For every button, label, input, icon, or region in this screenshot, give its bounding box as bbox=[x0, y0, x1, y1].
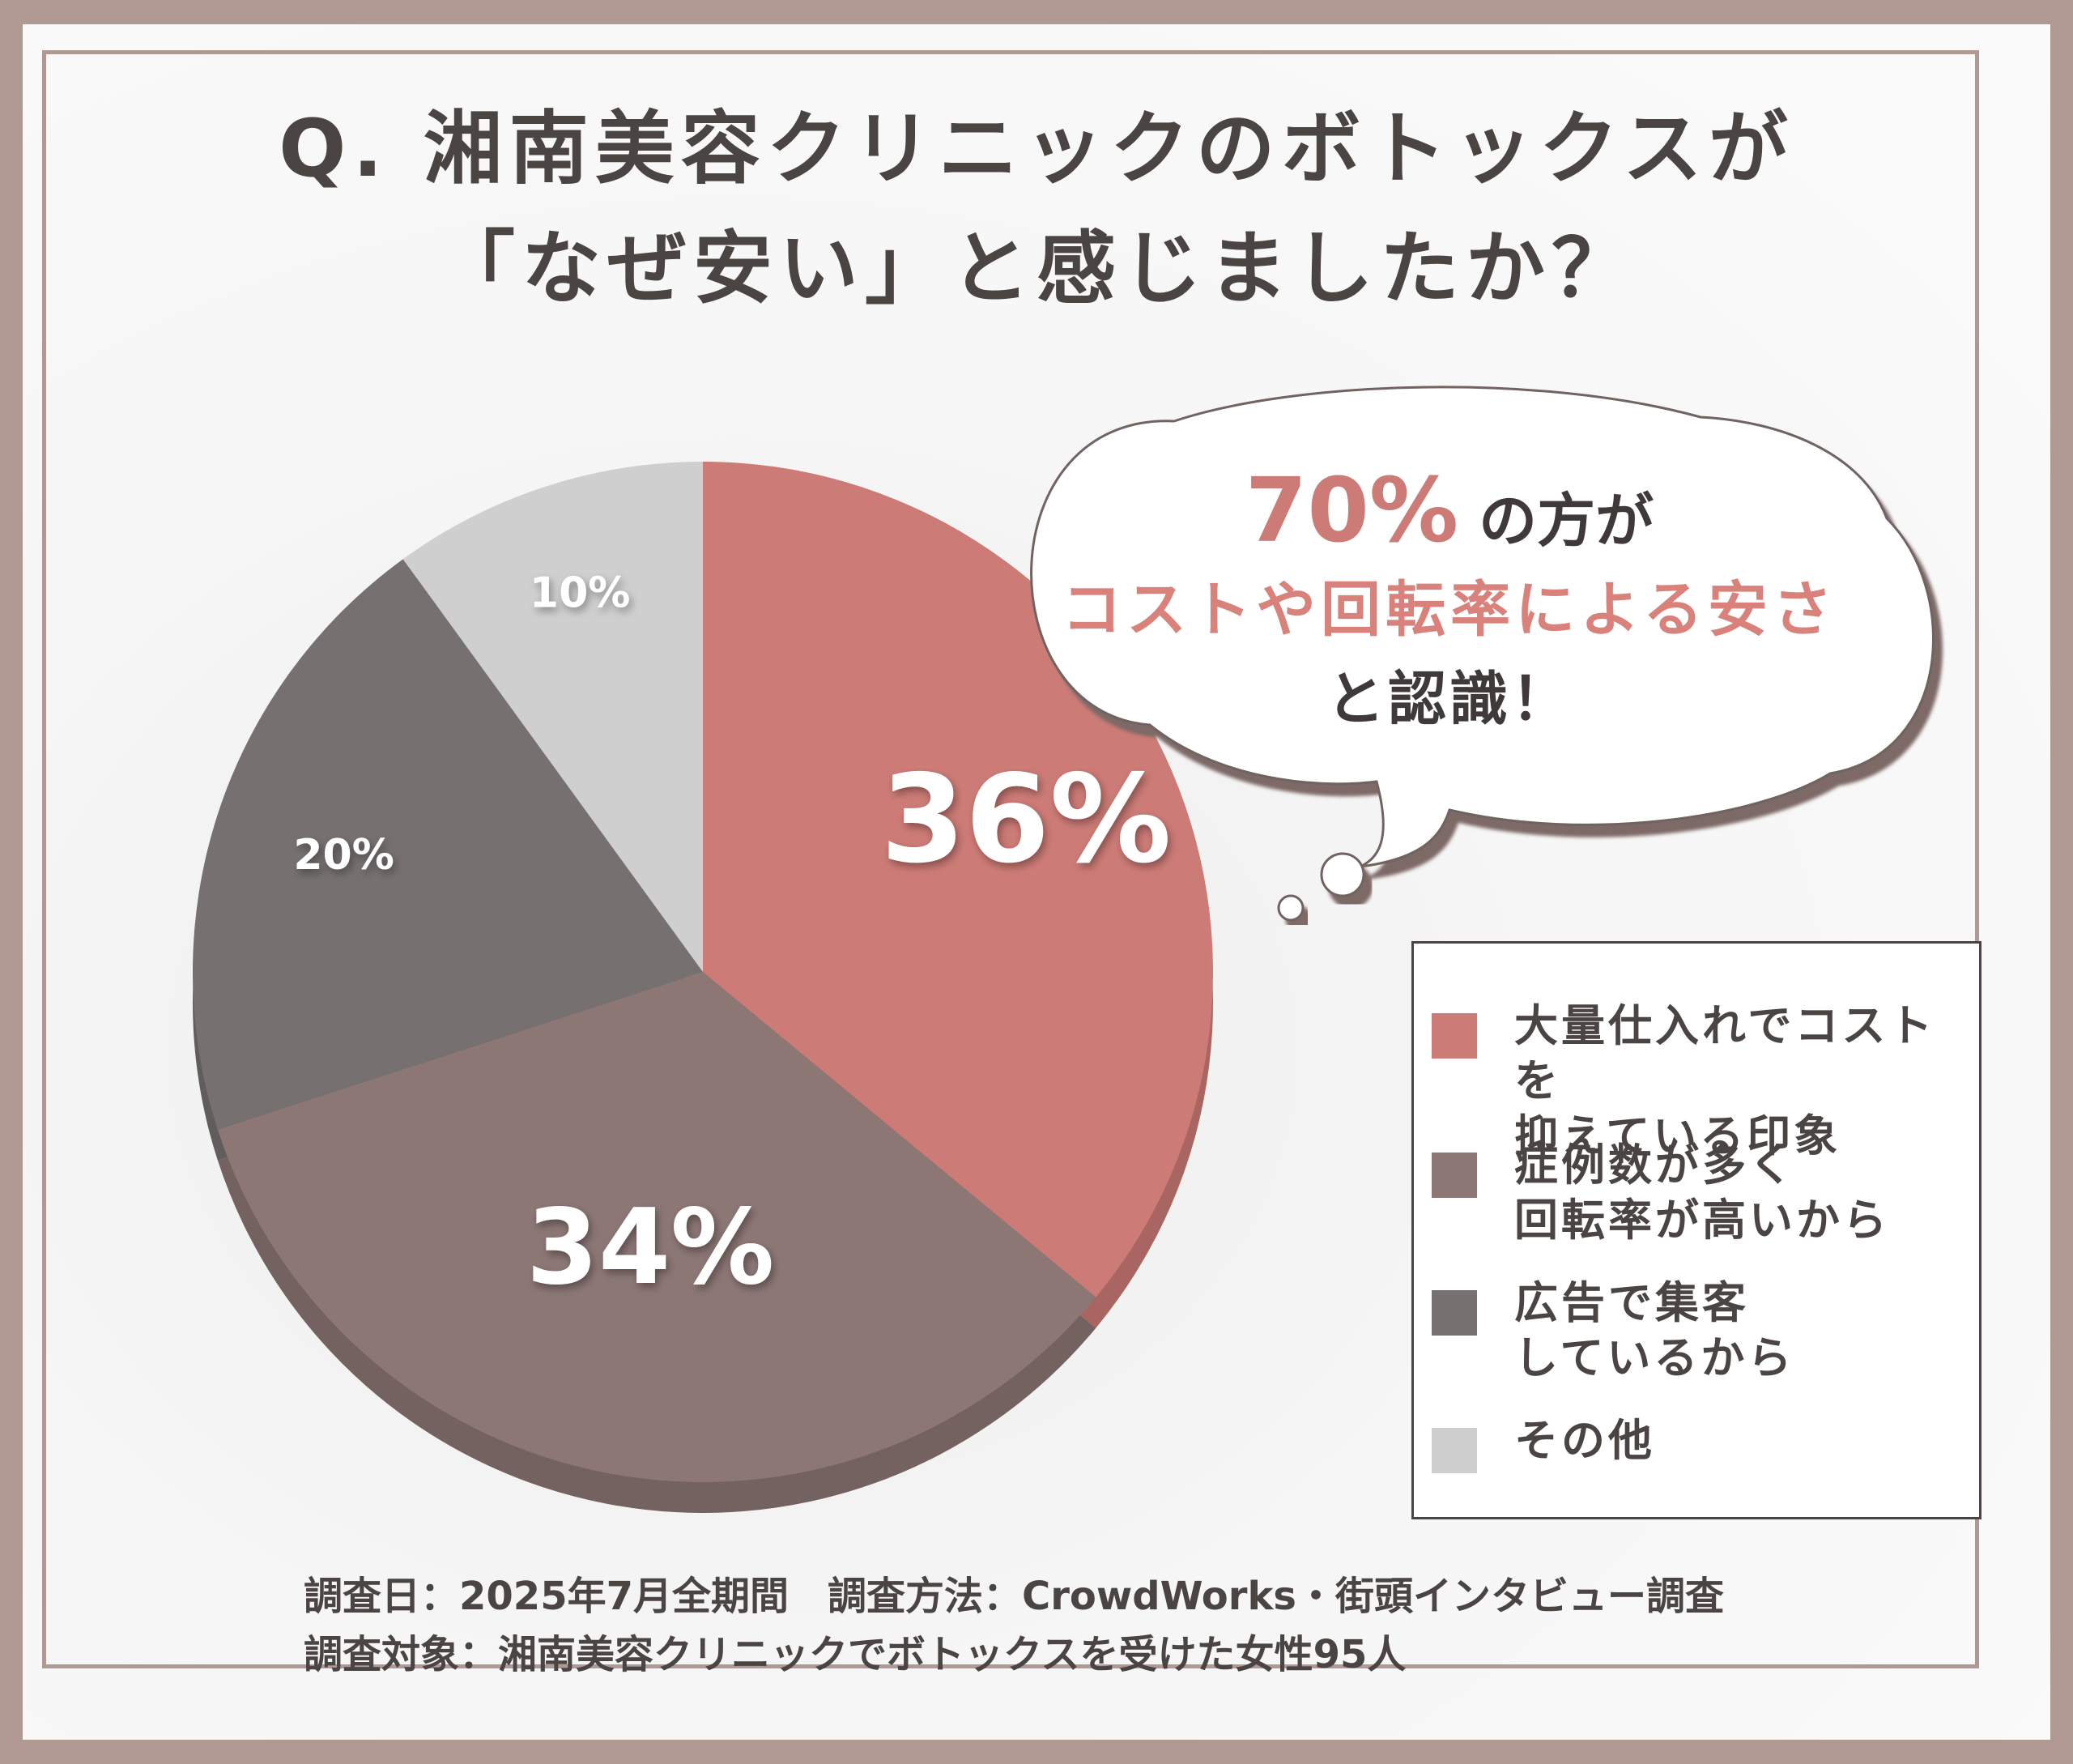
footer-line-2: 調査対象：湘南美容クリニックでボトックスを受けた女性95人 bbox=[304, 1632, 1407, 1677]
callout-line3: と認識！ bbox=[1326, 665, 1573, 733]
pie-labels: 36% 34% 20% 10% bbox=[293, 569, 1171, 1308]
footer-line-1: 調査日：2025年7月全期間 調査方法：CrowdWorks・街頭インタビュー調… bbox=[304, 1574, 1724, 1619]
legend-item: 症例数が多く 回転率が高いから bbox=[1432, 1138, 1890, 1248]
legend-item: 広告で集客 しているから bbox=[1432, 1276, 1794, 1386]
legend-item: その他 bbox=[1432, 1413, 1655, 1473]
pie-slice bbox=[217, 972, 1096, 1483]
callout-percent: 70% bbox=[1245, 458, 1459, 562]
thought-bubble-cloud bbox=[1030, 386, 1935, 868]
legend-label: 広告で集客 しているから bbox=[1514, 1277, 1795, 1383]
thought-dot-large bbox=[1320, 852, 1365, 897]
pie-slice bbox=[192, 559, 703, 1130]
legend-swatch bbox=[1432, 1013, 1477, 1059]
legend-label: 大量仕入れでコストを 抑えている印象 bbox=[1514, 1000, 1936, 1161]
title-line-1: Q. 湘南美容クリニックのボトックスが bbox=[279, 103, 1794, 195]
legend: 大量仕入れでコストを 抑えている印象 症例数が多く 回転率が高いから 広告で集客… bbox=[1411, 941, 1981, 1519]
legend-swatch bbox=[1432, 1428, 1477, 1473]
pie-slice-label: 36% bbox=[881, 749, 1172, 890]
chart-title: Q. 湘南美容クリニックのボトックスが 「なぜ安い」と感じましたか？ bbox=[0, 89, 2073, 329]
callout-text: 70% の方が コストや回転率による安さ と認識！ bbox=[1012, 466, 1887, 744]
legend-label: 症例数が多く 回転率が高いから bbox=[1514, 1140, 1890, 1246]
legend-swatch bbox=[1432, 1153, 1477, 1198]
pie-slice-label: 10% bbox=[530, 569, 630, 618]
legend-swatch bbox=[1432, 1290, 1477, 1336]
thought-dot-small bbox=[1277, 894, 1305, 922]
pie-slice bbox=[402, 462, 703, 972]
legend-label: その他 bbox=[1514, 1415, 1655, 1466]
inner-frame bbox=[42, 50, 1979, 1668]
legend-item: 大量仕入れでコストを 抑えている印象 bbox=[1432, 999, 1979, 1164]
pie-slice-label: 20% bbox=[293, 831, 394, 880]
pie-slice-label: 34% bbox=[526, 1187, 774, 1308]
callout-line1-suffix: の方が bbox=[1479, 487, 1654, 555]
title-line-2: 「なぜ安い」と感じましたか？ bbox=[435, 223, 1637, 315]
survey-footer: 調査日：2025年7月全期間 調査方法：CrowdWorks・街頭インタビュー調… bbox=[304, 1567, 1724, 1684]
callout-line2: コストや回転率による安さ bbox=[1062, 575, 1837, 645]
thought-bubble bbox=[1030, 386, 1935, 922]
